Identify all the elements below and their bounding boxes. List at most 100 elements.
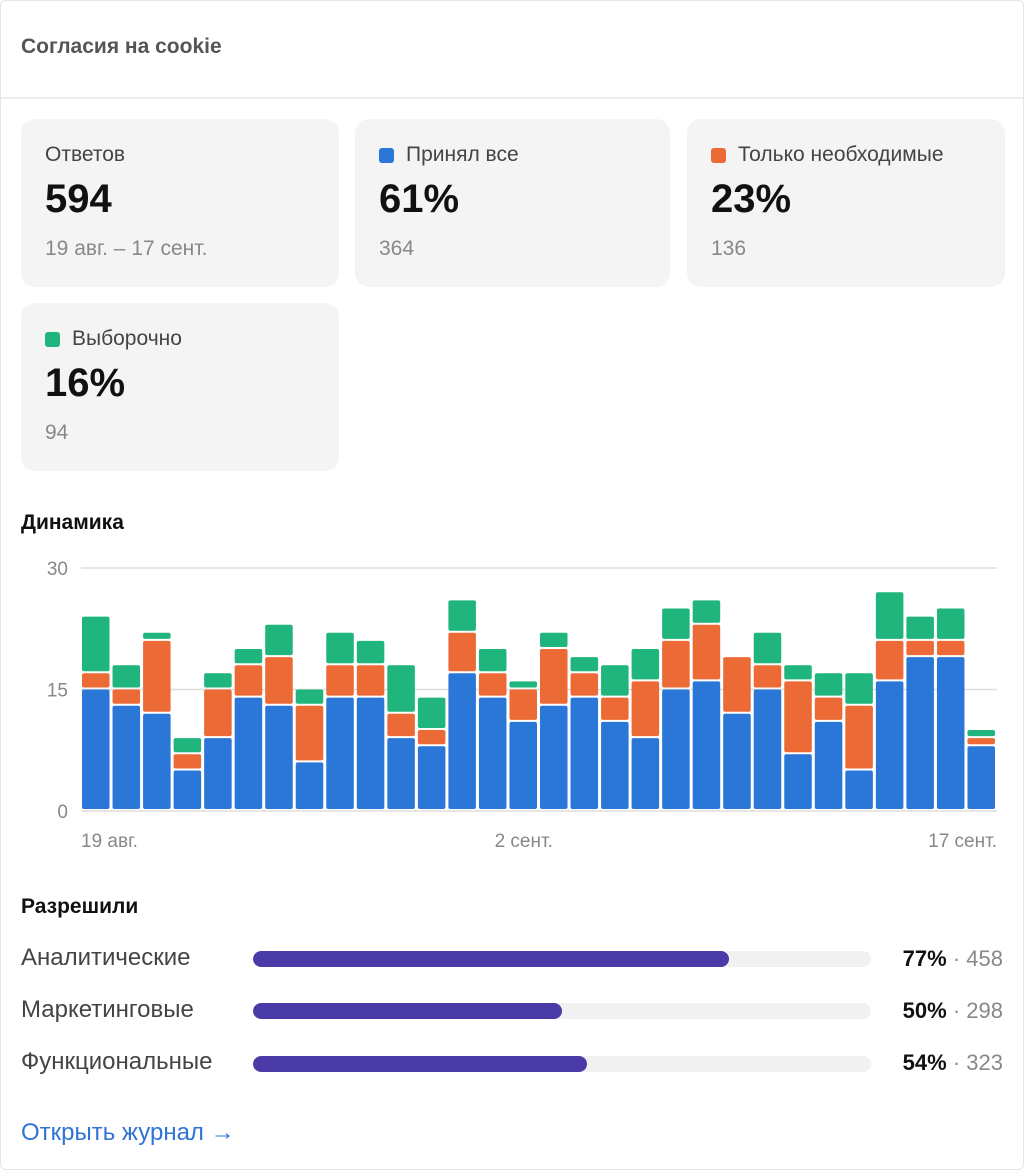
bar-segment-necessary	[295, 705, 324, 761]
permission-bar-fill	[253, 1056, 587, 1072]
stat-label-text: Ответов	[45, 143, 126, 166]
bar-segment-custom	[295, 689, 324, 704]
bar-segment-all	[326, 697, 354, 809]
bar-segment-all	[143, 713, 171, 809]
bar-segment-all	[601, 721, 629, 809]
permission-bar-analytics	[253, 951, 871, 967]
bar-segment-custom	[631, 649, 660, 680]
permission-stat-functional: 54% · 323	[902, 1050, 1003, 1075]
bar-segment-necessary	[234, 665, 263, 696]
bar-segment-necessary	[448, 632, 476, 672]
permission-bar-functional	[253, 1056, 871, 1072]
bar-segment-necessary	[814, 697, 843, 720]
bar-segment-necessary	[631, 681, 660, 737]
permission-label-functional: Функциональные	[21, 1048, 213, 1075]
bar-segment-custom	[478, 649, 507, 672]
stat-label: Выборочно	[45, 327, 182, 351]
bar-segment-all	[723, 713, 751, 809]
x-tick-label: 2 сент.	[495, 831, 553, 852]
bar-segment-all	[906, 657, 934, 809]
bar-segment-custom	[570, 657, 599, 672]
bar-segment-necessary	[723, 657, 751, 712]
stat-tile-accepted-all: Принял все 61% 364	[355, 119, 670, 287]
permission-bar-marketing	[253, 1003, 871, 1019]
bar-segment-necessary	[112, 689, 141, 704]
bar-segment-custom	[82, 616, 110, 672]
bar-segment-custom	[143, 632, 171, 639]
stat-label-text: Только необходимые	[738, 143, 944, 166]
bar-segment-all	[82, 689, 110, 809]
bar-segment-custom	[204, 673, 232, 688]
permission-bar-fill	[253, 1003, 562, 1019]
bar-segment-all	[265, 705, 293, 809]
bar-segment-necessary	[936, 640, 965, 656]
stat-count: 136	[711, 237, 747, 260]
bar-segment-custom	[662, 608, 690, 639]
bar-segment-necessary	[784, 681, 812, 753]
bar-segment-necessary	[173, 754, 202, 769]
bar-segment-all	[417, 746, 446, 809]
permission-count: 458	[966, 946, 1003, 971]
permission-percent: 54%	[902, 1050, 947, 1075]
bar-segment-all	[692, 681, 721, 809]
bar-segment-all	[478, 697, 507, 809]
open-log-link[interactable]: Открыть журнал →	[21, 1119, 235, 1146]
stat-value: 23%	[711, 177, 792, 221]
bar-segment-necessary	[692, 624, 721, 680]
bar-segment-custom	[112, 665, 141, 688]
bar-segment-necessary	[967, 738, 995, 745]
bar-segment-custom	[387, 665, 415, 712]
bar-segment-all	[967, 746, 995, 809]
bar-segment-custom	[906, 616, 934, 639]
permission-stat-marketing: 50% · 298	[902, 998, 1003, 1023]
bar-segment-custom	[540, 632, 568, 647]
permission-count: 323	[966, 1050, 1003, 1075]
bar-segment-all	[204, 738, 232, 809]
legend-swatch-custom	[45, 331, 60, 347]
bar-segment-necessary	[326, 665, 354, 696]
stat-label-text: Выборочно	[72, 327, 182, 350]
bar-segment-all	[540, 705, 568, 809]
bar-segment-all	[662, 689, 690, 809]
bar-segment-all	[936, 657, 965, 809]
bar-segment-all	[631, 738, 660, 809]
stat-label: Принял все	[379, 143, 519, 167]
stat-tile-custom: Выборочно 16% 94	[21, 303, 339, 471]
bar-segment-custom	[326, 632, 354, 664]
bar-segment-custom	[509, 681, 537, 688]
bar-segment-all	[784, 754, 812, 809]
x-tick-label: 19 авг.	[81, 831, 138, 852]
stat-tile-necessary-only: Только необходимые 23% 136	[687, 119, 1005, 287]
bar-segment-necessary	[387, 713, 415, 737]
bar-segment-necessary	[540, 649, 568, 704]
bar-segment-custom	[234, 649, 263, 664]
card-header: Согласия на cookie	[1, 1, 1023, 99]
bar-segment-necessary	[570, 673, 599, 696]
bar-segment-necessary	[509, 689, 537, 720]
bar-segment-all	[356, 697, 385, 809]
dynamics-title: Динамика	[21, 511, 124, 534]
bar-segment-necessary	[662, 640, 690, 688]
stat-value: 61%	[379, 177, 460, 221]
bar-segment-custom	[845, 673, 873, 704]
bar-segment-all	[173, 770, 202, 809]
bar-segment-custom	[448, 600, 476, 631]
bar-segment-all	[845, 770, 873, 809]
permission-bar-fill	[253, 951, 729, 967]
legend-swatch-accepted-all	[379, 147, 394, 163]
bar-segment-all	[875, 681, 904, 809]
permission-count: 298	[966, 998, 1003, 1023]
bar-segment-necessary	[356, 665, 385, 696]
stat-label: Ответов	[45, 143, 125, 167]
bar-segment-all	[509, 721, 537, 809]
card-title: Согласия на cookie	[21, 35, 222, 58]
bar-segment-all	[295, 762, 324, 809]
bar-segment-custom	[356, 640, 385, 664]
bar-segment-necessary	[143, 640, 171, 712]
bar-segment-necessary	[478, 673, 507, 696]
bar-segment-custom	[784, 665, 812, 680]
y-tick-label: 30	[47, 559, 68, 580]
bar-segment-custom	[753, 632, 782, 664]
stat-date-range: 19 авг. – 17 сент.	[45, 237, 208, 260]
